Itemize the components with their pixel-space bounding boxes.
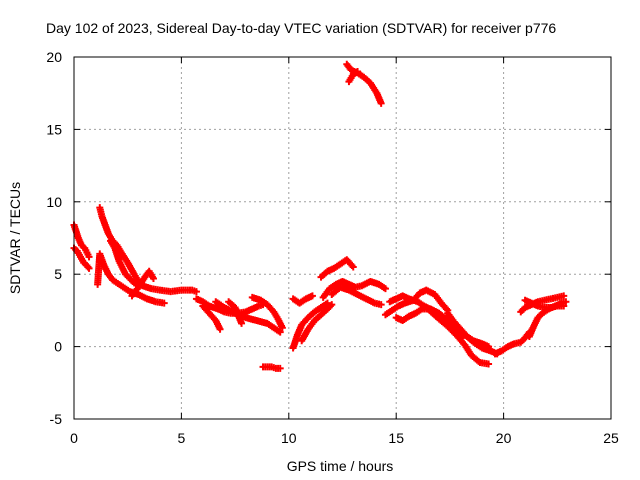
data-point — [278, 324, 286, 332]
chart-title: Day 102 of 2023, Sidereal Day-to-day VTE… — [46, 20, 556, 36]
series-arc-13 — [289, 299, 331, 352]
data-point — [485, 360, 493, 368]
data-point — [85, 264, 93, 272]
data-point — [192, 288, 200, 296]
data-point — [459, 334, 467, 342]
series-arc-17 — [319, 277, 389, 301]
y-tick-label: 10 — [46, 194, 62, 210]
plot-frame — [73, 56, 612, 420]
data-point — [349, 263, 357, 271]
series-arc-19 — [343, 60, 385, 107]
tick-labels: 0 5 10 15 20 25 -5 0 5 10 15 20 — [46, 49, 619, 446]
series-arc-30 — [521, 296, 568, 312]
x-tick-label: 5 — [178, 430, 186, 446]
y-tick-label: 5 — [54, 266, 62, 282]
data-point — [560, 302, 568, 310]
x-tick-label: 25 — [603, 430, 619, 446]
data-point — [560, 292, 568, 300]
x-tick-label: 20 — [496, 430, 512, 446]
series-arc-10 — [248, 293, 286, 332]
series-arc-20 — [345, 67, 362, 86]
series-arc-8 — [199, 302, 224, 333]
y-axis-label: SDTVAR / TECUs — [7, 182, 23, 294]
series-arc-6 — [128, 267, 157, 300]
series-arc-2 — [70, 244, 93, 272]
series-arc-27 — [491, 328, 533, 358]
data-point — [160, 299, 168, 307]
series-arc-16 — [317, 256, 357, 281]
data-point — [381, 285, 389, 293]
x-tick-label: 0 — [70, 430, 78, 446]
data-point — [328, 301, 336, 309]
series-arc-4 — [96, 204, 142, 285]
data-point — [149, 275, 157, 283]
data-point — [238, 319, 246, 327]
series-arc-12 — [259, 363, 284, 372]
data-point — [276, 364, 284, 372]
x-tick-label: 10 — [281, 430, 297, 446]
data-point — [85, 253, 93, 261]
data-point — [354, 67, 362, 75]
data-point — [377, 301, 385, 309]
data-point — [377, 99, 385, 107]
grid — [74, 57, 611, 419]
y-tick-label: 15 — [46, 121, 62, 137]
series-arc-11 — [225, 298, 246, 327]
data-point — [562, 298, 570, 306]
y-tick-label: 20 — [46, 49, 62, 65]
series-arc-15 — [298, 301, 336, 345]
y-tick-label: 0 — [54, 339, 62, 355]
data-point — [216, 325, 224, 333]
x-tick-label: 15 — [388, 430, 404, 446]
ticks — [73, 56, 612, 420]
series-arc-14 — [289, 292, 316, 307]
data-point — [308, 292, 316, 300]
data-point — [276, 328, 284, 336]
series-arc-26 — [442, 318, 467, 342]
x-axis-label: GPS time / hours — [287, 458, 394, 474]
series-arc-1 — [70, 221, 93, 261]
series-arc-21 — [381, 286, 452, 319]
data-points — [70, 60, 570, 372]
series-arc-22 — [386, 292, 443, 319]
y-tick-label: -5 — [50, 411, 63, 427]
series-arc-18 — [328, 283, 385, 309]
